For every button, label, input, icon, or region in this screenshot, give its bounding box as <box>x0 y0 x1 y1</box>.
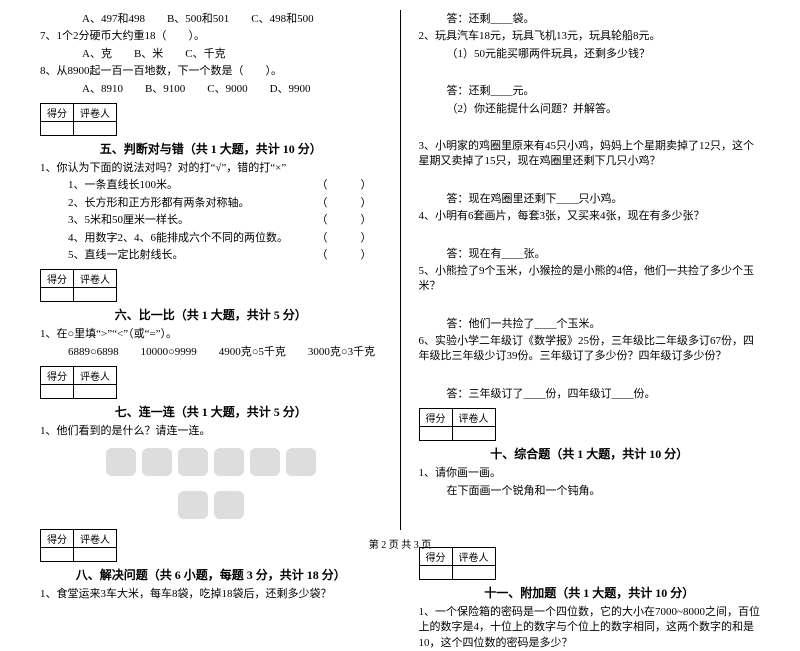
sec7-q1: 1、他们看到的是什么？请连一连。 <box>40 424 382 439</box>
score-label: 得分 <box>41 530 74 548</box>
q3-answer: 答：现在鸡圈里还剩下____只小鸡。 <box>419 192 761 207</box>
doodle-icon <box>214 491 244 519</box>
score-label: 得分 <box>419 409 452 427</box>
sec5-item1: 1、一条直线长100米。 （ ） <box>40 178 382 193</box>
sec10-q1b: 在下面画一个锐角和一个钝角。 <box>419 484 761 499</box>
paren: （ ） <box>317 231 372 246</box>
score-label: 得分 <box>41 103 74 121</box>
sec5-i4-text: 4、用数字2、4、6能排成六个不同的两位数。 <box>68 232 288 244</box>
q6-answer: 答：三年级订了____份，四年级订____份。 <box>419 387 761 402</box>
grader-label: 评卷人 <box>74 103 117 121</box>
sec5-item5: 5、直线一定比射线长。 （ ） <box>40 248 382 263</box>
grader-label: 评卷人 <box>74 367 117 385</box>
sec5-i2-text: 2、长方形和正方形都有两条对称轴。 <box>68 197 250 209</box>
section8-title: 八、解决问题（共 6 小题，每题 3 分，共计 18 分） <box>40 566 382 583</box>
blank <box>419 119 761 137</box>
doodle-icon <box>106 448 136 476</box>
section6-title: 六、比一比（共 1 大题，共计 5 分） <box>40 306 382 323</box>
sec11-q1: 1、一个保险箱的密码是一个四位数，它的大小在7000~8000之间，百位上的数字… <box>419 605 761 651</box>
answer1: 答：还剩____袋。 <box>419 12 761 27</box>
score-box: 得分评卷人 <box>40 366 117 399</box>
q8: 8、从8900起一百一百地数，下一个数是（ ）。 <box>40 64 382 79</box>
sec6-line: 6889○6898 10000○9999 4900克○5千克 3000克○3千克 <box>40 345 382 360</box>
doodle-icon <box>286 448 316 476</box>
score-box: 得分评卷人 <box>419 547 496 580</box>
doodle-icon <box>142 448 172 476</box>
paren: （ ） <box>317 178 372 193</box>
q2-1-answer: 答：还剩____元。 <box>419 84 761 99</box>
blank <box>419 297 761 315</box>
score-label: 得分 <box>41 270 74 288</box>
section7-header: 得分评卷人 <box>40 366 382 399</box>
sec5-item3: 3、5米和50厘米一样长。 （ ） <box>40 213 382 228</box>
section8-header: 得分评卷人 <box>40 529 382 562</box>
doodle-icon <box>250 448 280 476</box>
grader-label: 评卷人 <box>452 409 495 427</box>
blank <box>419 64 761 82</box>
blank <box>419 172 761 190</box>
q5-answer: 答：他们一共捡了____个玉米。 <box>419 317 761 332</box>
q7-options: A、克 B、米 C、千克 <box>40 47 382 62</box>
sec5-i3-text: 3、5米和50厘米一样长。 <box>68 214 189 226</box>
paren: （ ） <box>317 213 372 228</box>
q6-options: A、497和498 B、500和501 C、498和500 <box>40 12 382 27</box>
score-box: 得分评卷人 <box>40 529 117 562</box>
section7-title: 七、连一连（共 1 大题，共计 5 分） <box>40 403 382 420</box>
paren: （ ） <box>317 196 372 211</box>
right-column: 答：还剩____袋。 2、玩具汽车18元，玩具飞机13元，玩具轮船8元。 （1）… <box>401 10 771 530</box>
sec5-item4: 4、用数字2、4、6能排成六个不同的两位数。 （ ） <box>40 231 382 246</box>
doodle-icon <box>214 448 244 476</box>
section11-title: 十一、附加题（共 1 大题，共计 10 分） <box>419 584 761 601</box>
section11-header: 得分评卷人 <box>419 547 761 580</box>
q2: 2、玩具汽车18元，玩具飞机13元，玩具轮船8元。 <box>419 29 761 44</box>
score-box: 得分评卷人 <box>40 269 117 302</box>
sec5-i1-text: 1、一条直线长100米。 <box>68 179 178 191</box>
sec8-q1: 1、食堂运来3车大米，每车8袋，吃掉18袋后，还剩多少袋？ <box>40 587 382 602</box>
blank <box>419 227 761 245</box>
q4-answer: 答：现在有____张。 <box>419 247 761 262</box>
grader-label: 评卷人 <box>74 270 117 288</box>
q8-options: A、8910 B、9100 C、9000 D、9900 <box>40 82 382 97</box>
section6-header: 得分评卷人 <box>40 269 382 302</box>
drawing-area <box>419 501 761 541</box>
section5-header: 得分评卷人 <box>40 103 382 136</box>
paren: （ ） <box>317 248 372 263</box>
q3: 3、小明家的鸡圈里原来有45只小鸡，妈妈上个星期卖掉了12只，这个星期又卖掉了1… <box>419 139 761 170</box>
score-box: 得分评卷人 <box>419 408 496 441</box>
sec10-q1: 1、请你画一画。 <box>419 466 761 481</box>
sec5-q1: 1、你认为下面的说法对吗？对的打“√”，错的打“×” <box>40 161 382 176</box>
q5: 5、小熊捡了9个玉米，小猴捡的是小熊的4倍，他们一共捡了多少个玉米？ <box>419 264 761 295</box>
score-label: 得分 <box>41 367 74 385</box>
q4: 4、小明有6套画片，每套3张，又买来4张，现在有多少张？ <box>419 209 761 224</box>
matching-illustration <box>101 443 321 523</box>
section5-title: 五、判断对与错（共 1 大题，共计 10 分） <box>40 140 382 157</box>
q2-2: （2）你还能提什么问题？并解答。 <box>419 102 761 117</box>
section10-header: 得分评卷人 <box>419 408 761 441</box>
sec6-q1: 1、在○里填“>”“<”（或“=”）。 <box>40 327 382 342</box>
q2-1: （1）50元能买哪两件玩具，还剩多少钱？ <box>419 47 761 62</box>
sec5-item2: 2、长方形和正方形都有两条对称轴。 （ ） <box>40 196 382 211</box>
columns: A、497和498 B、500和501 C、498和500 7、1个2分硬币大约… <box>30 10 770 530</box>
page: A、497和498 B、500和501 C、498和500 7、1个2分硬币大约… <box>0 0 800 565</box>
left-column: A、497和498 B、500和501 C、498和500 7、1个2分硬币大约… <box>30 10 401 530</box>
blank <box>419 367 761 385</box>
score-box: 得分评卷人 <box>40 103 117 136</box>
grader-label: 评卷人 <box>74 530 117 548</box>
section10-title: 十、综合题（共 1 大题，共计 10 分） <box>419 445 761 462</box>
q7: 7、1个2分硬币大约重18（ ）。 <box>40 29 382 44</box>
grader-label: 评卷人 <box>452 548 495 566</box>
doodle-icon <box>178 448 208 476</box>
sec5-i5-text: 5、直线一定比射线长。 <box>68 249 184 261</box>
doodle-icon <box>178 491 208 519</box>
q6: 6、实验小学二年级订《数学报》25份，三年级比二年级多订67份，四年级比三年级少… <box>419 334 761 365</box>
